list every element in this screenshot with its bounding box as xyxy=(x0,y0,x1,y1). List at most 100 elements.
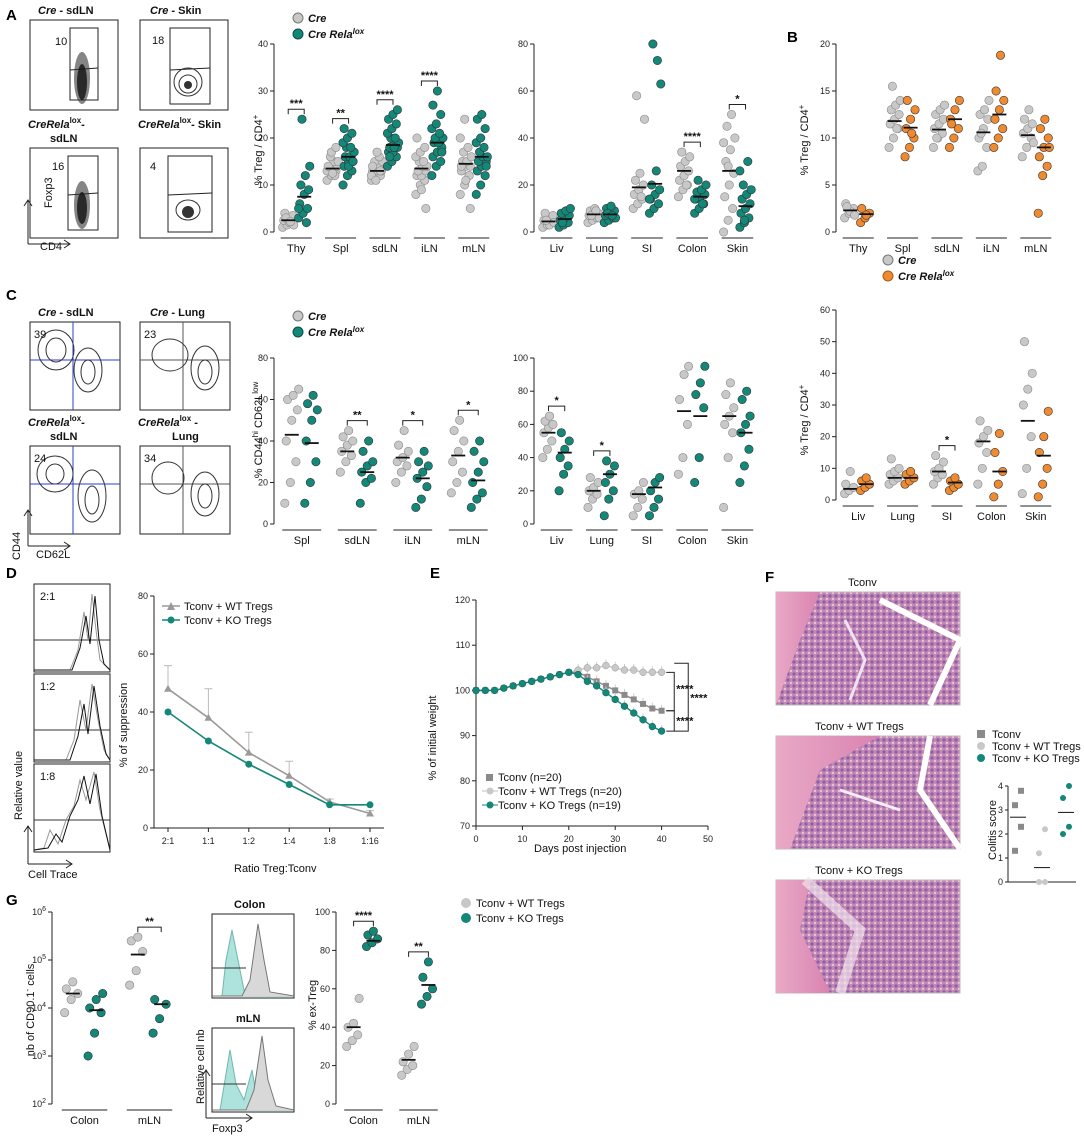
data-point xyxy=(628,511,638,521)
flow-a-4-title: CreRelalox- Skin xyxy=(138,116,221,131)
data-point xyxy=(904,142,914,152)
category-label: mLN xyxy=(138,1115,161,1127)
y-tick-label: 10 xyxy=(820,463,830,473)
data-point xyxy=(452,477,462,487)
significance-stars: * xyxy=(945,435,950,447)
y-tick-label: 103 xyxy=(32,1050,46,1061)
data-point xyxy=(466,502,476,512)
legend-b-crerela-label: Cre Relalox xyxy=(898,269,955,283)
flow-c-1: Cre - sdLN 39 xyxy=(29,307,121,411)
x-tick-label: 2:1 xyxy=(162,836,175,846)
data-point xyxy=(600,477,610,487)
data-point xyxy=(476,180,486,190)
data-point xyxy=(469,446,479,456)
data-point xyxy=(609,461,619,471)
data-point xyxy=(993,479,1003,489)
data-point xyxy=(409,1041,419,1051)
category-label: Lung xyxy=(590,535,614,547)
data-point xyxy=(1036,850,1042,857)
y-tick-label: 20 xyxy=(138,765,148,775)
data-point xyxy=(285,477,295,487)
category-label: SI xyxy=(942,511,952,523)
significance-bracket xyxy=(674,662,689,732)
y-tick-label: 10 xyxy=(258,180,268,190)
data-point xyxy=(300,171,310,181)
data-point xyxy=(437,147,447,157)
y-tick-label: 40 xyxy=(518,133,528,143)
panel-label-b: B xyxy=(787,29,798,46)
significance-bracket xyxy=(346,420,368,426)
hist-g-title-colon: Colon xyxy=(234,899,265,911)
data-point xyxy=(1066,823,1072,830)
panel-b-top-ylabel: % Treg / CD4+ xyxy=(797,104,811,175)
data-point xyxy=(1018,787,1024,794)
data-point xyxy=(677,147,687,157)
significance-bracket xyxy=(938,445,956,451)
data-point xyxy=(472,494,482,504)
data-point xyxy=(845,466,855,476)
data-point xyxy=(296,180,306,190)
hist-d-label-1: 2:1 xyxy=(40,591,55,603)
data-point xyxy=(354,993,364,1003)
y-tick-label: 3 xyxy=(998,805,1003,815)
data-point xyxy=(886,454,896,464)
data-point xyxy=(326,801,334,809)
flow-a-3-title: CreRelalox- xyxy=(28,116,85,131)
panel-g-left-ylabel: nb of CD90.1- cells xyxy=(23,963,37,1056)
data-point xyxy=(1043,133,1053,143)
data-point xyxy=(403,446,413,456)
data-point xyxy=(973,479,983,489)
data-point xyxy=(285,771,294,779)
panel-g-histograms: Colon mLN Relative cell nb Foxp3 xyxy=(195,899,295,1135)
data-point xyxy=(976,128,986,138)
data-point xyxy=(555,453,565,463)
data-point xyxy=(90,1028,100,1038)
data-point xyxy=(346,142,356,152)
panel-g-right-ylabel: % ex-Treg xyxy=(307,980,319,1030)
data-point xyxy=(416,494,426,504)
data-point xyxy=(938,457,948,467)
significance-bracket xyxy=(666,710,675,732)
data-point xyxy=(928,142,938,152)
data-point xyxy=(131,966,141,976)
data-point xyxy=(412,133,422,143)
data-point xyxy=(612,687,619,694)
data-point xyxy=(347,1036,357,1046)
data-point xyxy=(455,189,465,199)
flow-c-4: CreRelalox - Lung 34 xyxy=(138,414,231,535)
category-label: iLN xyxy=(983,243,1000,255)
data-point xyxy=(475,436,485,446)
legend-cre-marker xyxy=(292,12,304,24)
data-point xyxy=(982,447,992,457)
legend-g-ko: Tconv + KO Tregs xyxy=(476,913,564,925)
legend-f-wt: Tconv + WT Tregs xyxy=(992,741,1081,753)
data-point xyxy=(940,100,950,110)
data-point xyxy=(545,411,555,421)
legend-e-ko-marker xyxy=(486,801,494,809)
data-point xyxy=(1033,492,1043,502)
data-point xyxy=(999,95,1009,105)
panel-e-xlabel: Days post injection xyxy=(534,843,626,855)
x-tick-label: 1:16 xyxy=(361,836,379,846)
category-label: Colon xyxy=(678,243,707,255)
data-point xyxy=(297,114,307,124)
data-point xyxy=(476,133,486,143)
data-point xyxy=(204,713,213,721)
significance-bracket xyxy=(728,104,747,110)
data-point xyxy=(528,677,536,686)
data-point xyxy=(694,453,704,463)
legend-e-wt-marker xyxy=(486,787,494,795)
legend-d-ko-marker xyxy=(167,616,175,624)
flow-a-4-value: 4 xyxy=(150,161,156,173)
data-point xyxy=(592,682,601,690)
data-point xyxy=(150,995,160,1005)
legend-c-cre-label: Cre xyxy=(308,311,326,323)
significance-bracket xyxy=(683,141,701,148)
data-point xyxy=(472,686,480,695)
y-tick-label: 40 xyxy=(258,436,268,446)
legend-e-ko: Tconv + KO Tregs (n=19) xyxy=(498,800,621,812)
data-point xyxy=(155,1014,165,1024)
legend-crerela-marker xyxy=(292,28,304,40)
chart-a-right: 0 20 40 60 80 Liv Lung SI Colon **** Skin * xyxy=(518,39,756,255)
data-point xyxy=(744,444,754,454)
